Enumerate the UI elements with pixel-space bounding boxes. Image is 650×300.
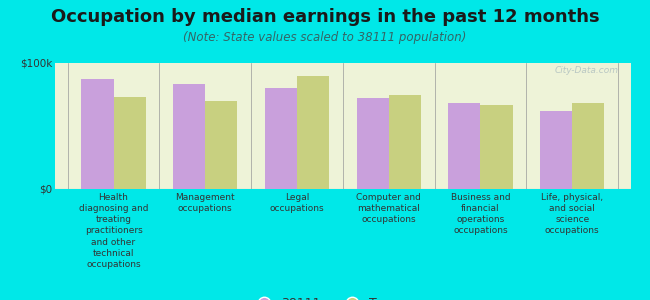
Bar bbox=[265, 88, 297, 189]
Bar bbox=[357, 98, 389, 189]
Text: (Note: State values scaled to 38111 population): (Note: State values scaled to 38111 popu… bbox=[183, 32, 467, 44]
Bar bbox=[114, 97, 146, 189]
Bar bbox=[540, 111, 572, 189]
Bar bbox=[205, 101, 237, 189]
Text: City-Data.com: City-Data.com bbox=[555, 65, 619, 74]
Bar bbox=[173, 84, 205, 189]
Bar bbox=[81, 80, 114, 189]
Bar bbox=[448, 103, 480, 189]
Legend: 38111, Tennessee: 38111, Tennessee bbox=[246, 292, 439, 300]
Bar bbox=[389, 94, 421, 189]
Bar bbox=[480, 105, 513, 189]
Text: Occupation by median earnings in the past 12 months: Occupation by median earnings in the pas… bbox=[51, 8, 599, 26]
Bar bbox=[297, 76, 329, 189]
Bar bbox=[572, 103, 604, 189]
